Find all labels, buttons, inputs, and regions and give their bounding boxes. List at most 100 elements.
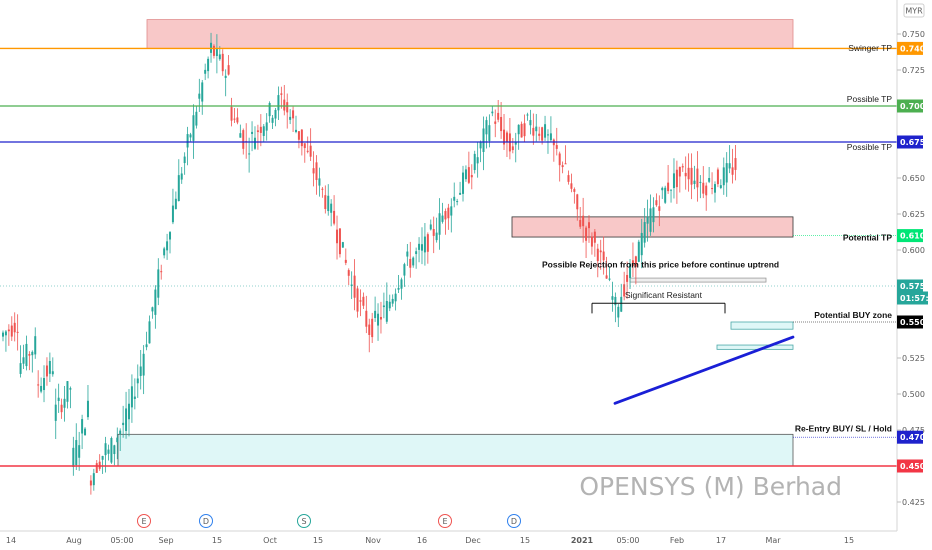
candle-body — [25, 343, 28, 367]
candle-body — [549, 133, 552, 141]
event-marker[interactable] — [297, 514, 311, 528]
candle-body — [459, 192, 462, 195]
price-tag[interactable] — [897, 279, 923, 293]
candle-body — [670, 189, 673, 191]
price-tag-label: 0.550 — [900, 318, 926, 327]
price-tag[interactable] — [897, 459, 923, 473]
candle-body — [719, 185, 722, 188]
candles-layer — [2, 32, 737, 495]
candle-body — [256, 130, 259, 133]
candle-body — [429, 224, 432, 230]
candle-body — [148, 321, 151, 344]
candle-body — [280, 93, 283, 95]
candle-body — [555, 145, 558, 149]
candle-body — [520, 123, 523, 138]
candle-body — [45, 365, 48, 377]
candle-body — [412, 257, 415, 266]
candle-body — [500, 116, 503, 132]
candle-body — [2, 332, 4, 337]
buy-zone-box[interactable] — [730, 321, 794, 330]
candle-body — [321, 188, 324, 190]
supply-zone-top[interactable] — [146, 19, 794, 49]
chart-title: OPENSYS (M) Berhad — [579, 472, 842, 501]
candle-body — [139, 366, 142, 376]
price-tag[interactable] — [897, 41, 923, 55]
y-tick-label: 0.625 — [902, 210, 925, 219]
rejection-box[interactable] — [629, 277, 767, 283]
y-tick-label: 0.500 — [902, 390, 925, 399]
candle-body — [634, 256, 637, 267]
candle-body — [189, 134, 192, 138]
event-marker[interactable] — [137, 514, 151, 528]
y-tick-label: 0.425 — [902, 498, 925, 507]
y-tick-label: 0.650 — [902, 174, 925, 183]
candle-body — [195, 111, 198, 126]
candle-body — [151, 307, 154, 312]
candle-body — [456, 201, 459, 203]
candle-body — [611, 296, 614, 300]
candle-body — [626, 274, 629, 282]
y-tick-label: 0.750 — [902, 30, 925, 39]
event-marker[interactable] — [438, 514, 452, 528]
axis-layer: 0.750 0.725 0.700 0.675 0.650 0.625 0.600 0.575… — [6, 30, 932, 545]
candle-body — [546, 134, 549, 136]
x-tick-label: 16 — [417, 536, 427, 545]
candle-body — [333, 210, 336, 224]
candle-body — [631, 260, 634, 267]
candle-body — [447, 207, 450, 219]
candle-body — [101, 455, 104, 460]
currency-badge[interactable] — [903, 3, 925, 18]
candle-body — [561, 165, 564, 168]
candle-body — [359, 300, 362, 302]
candle-body — [482, 128, 485, 152]
candle-body — [526, 114, 529, 116]
candle-body — [441, 215, 444, 222]
event-marker[interactable] — [507, 514, 521, 528]
candle-body — [491, 111, 494, 114]
price-tag[interactable] — [897, 229, 923, 243]
candle-body — [145, 344, 148, 348]
candle-body — [221, 53, 224, 72]
price-tag[interactable] — [897, 291, 928, 305]
candle-body — [678, 166, 681, 177]
candle-body — [86, 400, 89, 418]
candle-body — [517, 124, 520, 135]
uptrend-line[interactable] — [613, 335, 795, 405]
candle-body — [716, 169, 719, 185]
candle-body — [89, 480, 92, 486]
candle-body — [16, 331, 19, 333]
candle-body — [350, 284, 353, 287]
candle-body — [588, 222, 590, 229]
candle-body — [262, 126, 265, 136]
price-tag-label: 0.610 — [900, 232, 926, 241]
candle-body — [10, 325, 13, 337]
event-marker[interactable] — [199, 514, 213, 528]
candle-body — [57, 397, 60, 401]
candle-body — [617, 306, 620, 318]
price-tag[interactable] — [897, 99, 923, 113]
price-tag-label: 0.740 — [900, 44, 926, 53]
price-tag[interactable] — [897, 430, 923, 444]
candle-body — [702, 182, 705, 194]
candle-body — [268, 102, 271, 117]
candle-body — [230, 106, 233, 121]
candle-body — [133, 396, 136, 399]
candle-body — [722, 167, 725, 186]
currency-label: MYR — [905, 7, 923, 16]
candle-body — [371, 318, 374, 338]
candle-body — [576, 194, 579, 210]
candle-body — [532, 127, 535, 136]
candle-body — [684, 172, 687, 177]
price-tag[interactable] — [897, 315, 923, 329]
price-tag[interactable] — [897, 135, 923, 149]
candle-body — [623, 284, 626, 297]
buy-zone-box-lower[interactable] — [716, 344, 794, 350]
candle-body — [672, 173, 675, 189]
demand-zone[interactable] — [117, 433, 794, 467]
candle-body — [602, 251, 605, 261]
candle-body — [593, 231, 596, 243]
candle-body — [614, 296, 617, 306]
candle-body — [415, 251, 418, 255]
candle-body — [186, 134, 189, 148]
